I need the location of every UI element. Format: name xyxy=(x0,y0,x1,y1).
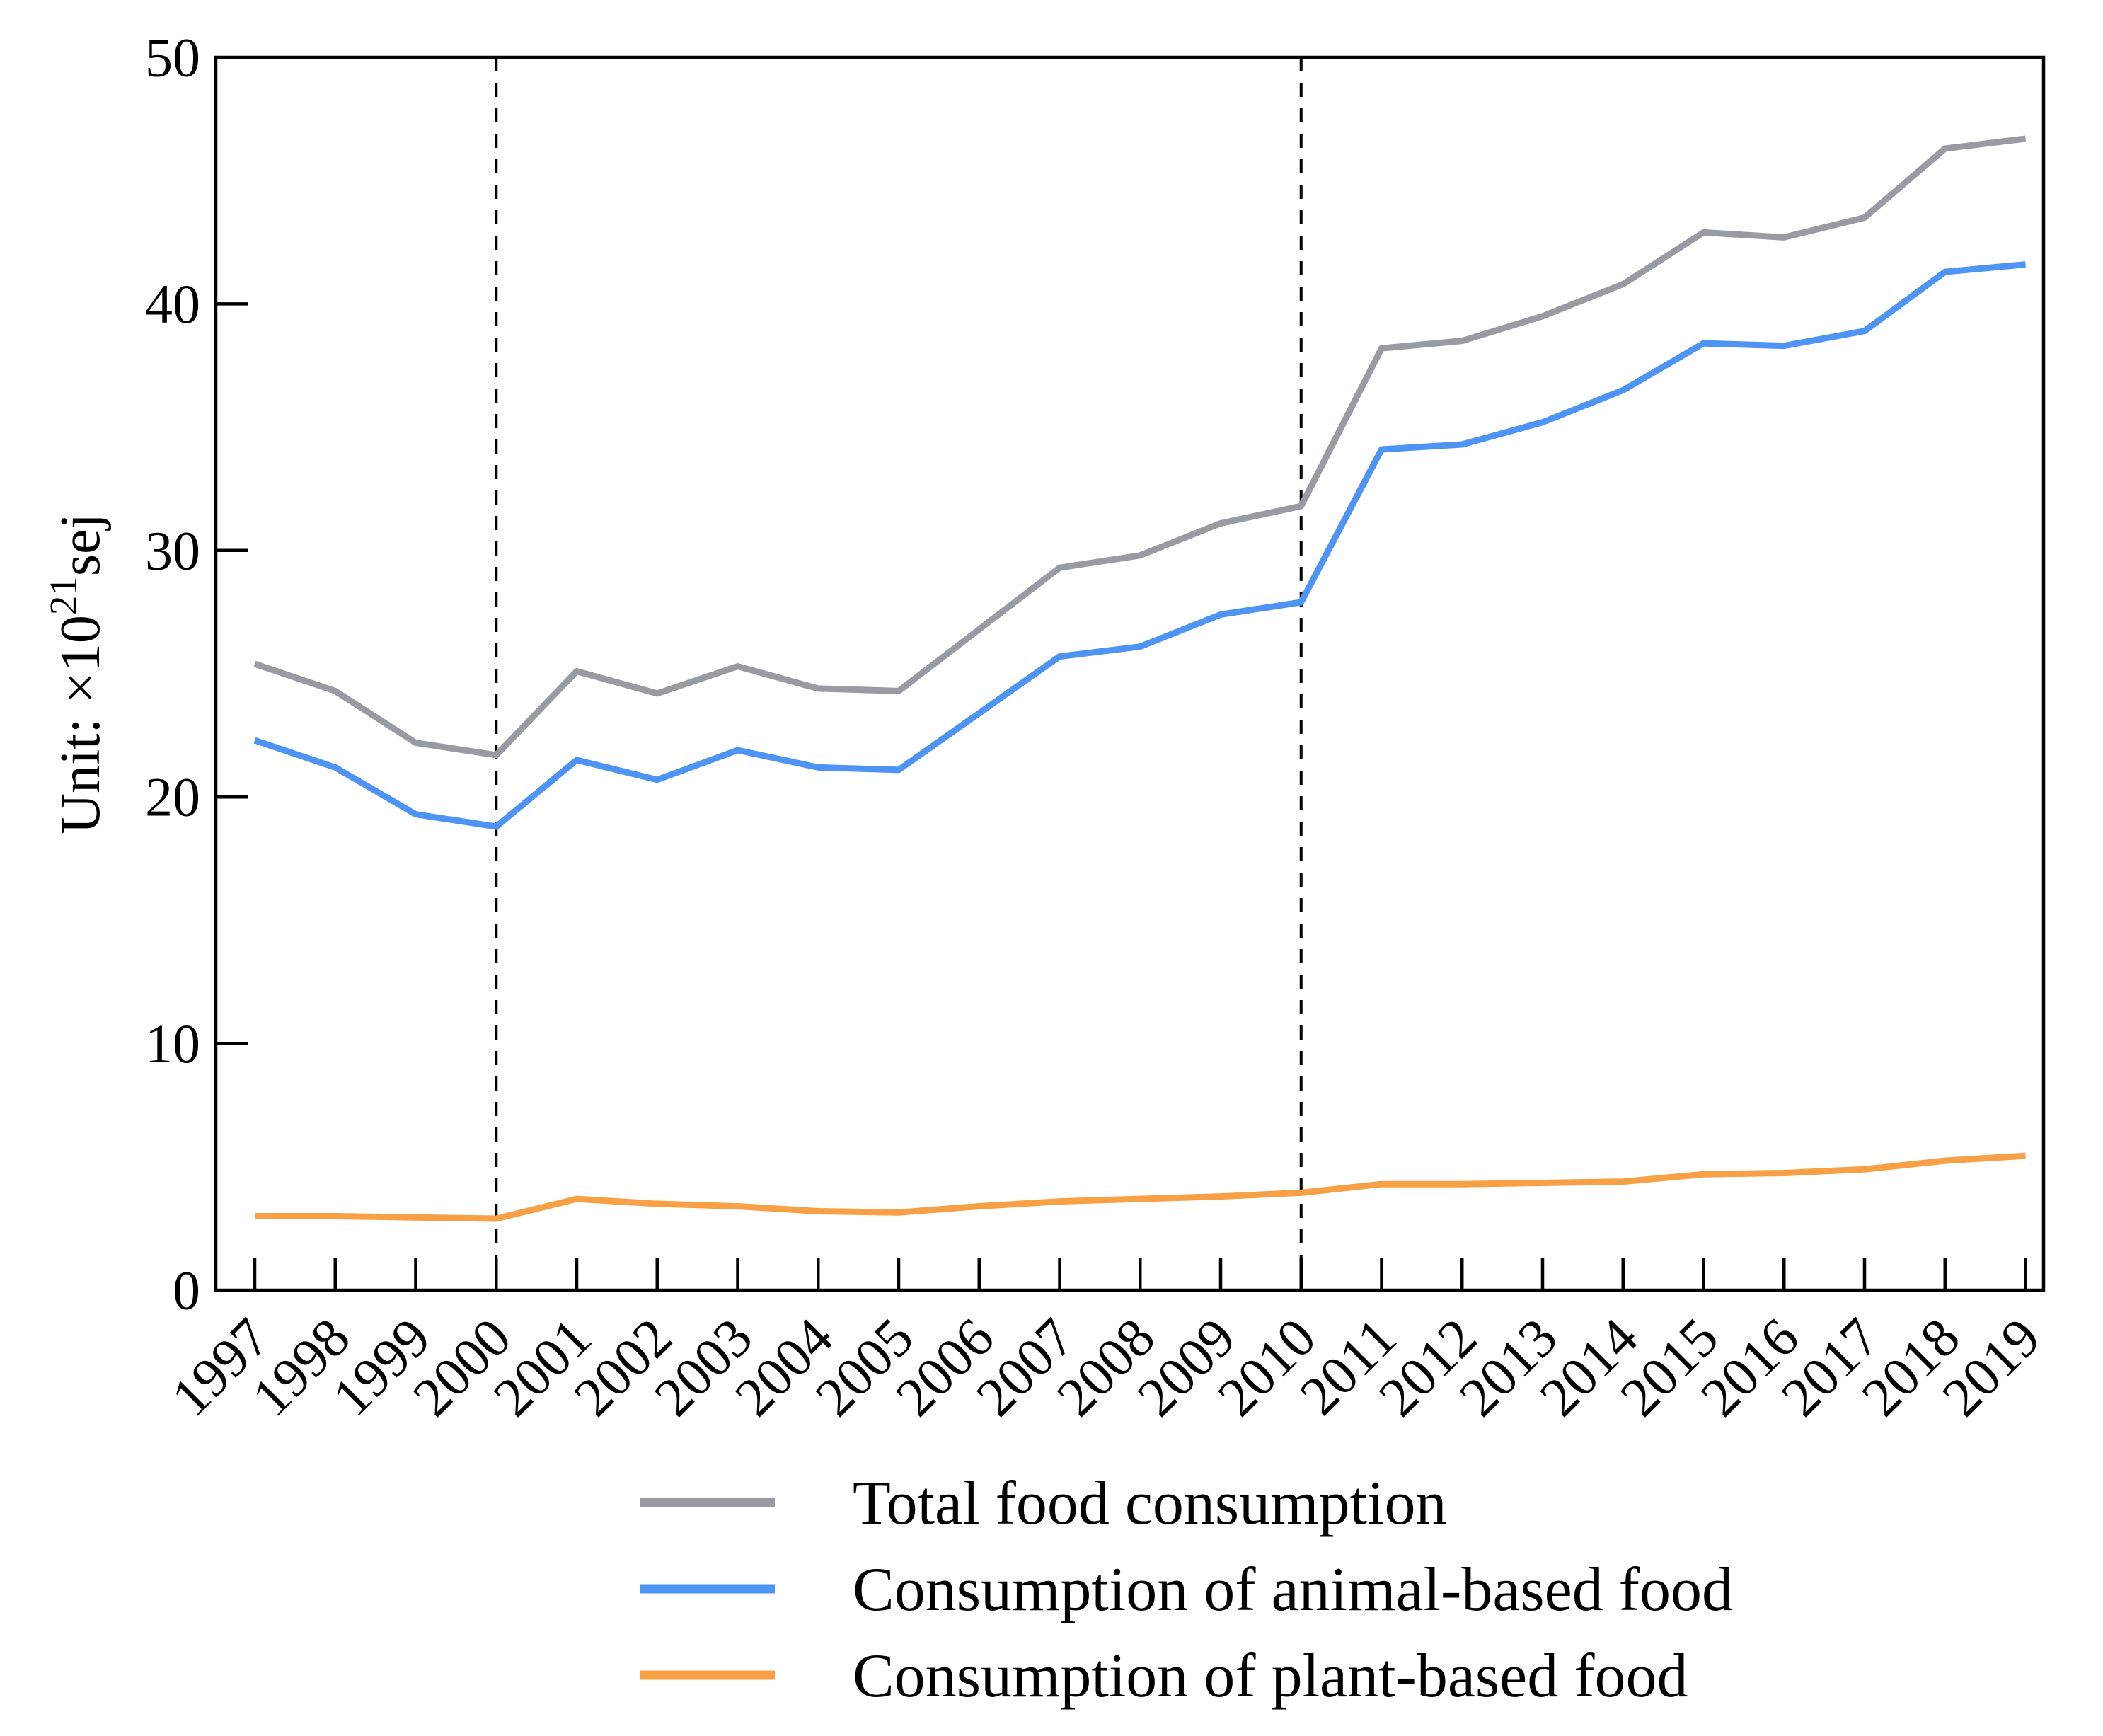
plot-frame xyxy=(214,55,2046,1292)
unit-superscript: 21 xyxy=(42,576,85,615)
unit-prefix: Unit: ×10 xyxy=(50,615,112,834)
x-tick-label: 2019 xyxy=(1930,1306,2052,1428)
y-axis-ticks xyxy=(216,302,248,1045)
x-axis-ticks xyxy=(253,1258,2027,1290)
series-line-consumption-of-animal-based-food xyxy=(253,261,2026,830)
unit-suffix: sej xyxy=(50,513,112,576)
y-tick-label: 10 xyxy=(145,1013,200,1074)
y-tick-label: 50 xyxy=(145,27,200,88)
y-tick-label: 30 xyxy=(145,519,200,581)
y-tick-label: 40 xyxy=(145,273,200,335)
y-axis-title: Unit: ×1021sej xyxy=(42,513,112,834)
x-axis-labels: 1997199819992000200120022003200420052006… xyxy=(159,1306,2051,1428)
y-tick-label: 20 xyxy=(145,766,200,828)
legend-label: Consumption of animal-based food xyxy=(853,1556,1733,1624)
y-tick-label: 0 xyxy=(173,1260,200,1321)
y-axis-unit-label: Unit: ×1021sej xyxy=(42,513,112,834)
series-line-consumption-of-plant-based-food xyxy=(255,1152,2026,1222)
series-line-total-food-consumption xyxy=(253,135,2027,759)
y-axis-labels: 0 10 20 30 40 50 xyxy=(145,27,200,1321)
legend: Total food consumption Consumption of ani… xyxy=(640,1469,1733,1711)
reference-lines xyxy=(495,57,1303,1290)
legend-label: Consumption of plant-based food xyxy=(853,1642,1688,1711)
plot-border xyxy=(214,55,2046,1292)
series-lines xyxy=(253,135,2027,1222)
legend-item: Total food consumption xyxy=(640,1469,1447,1538)
legend-label: Total food consumption xyxy=(853,1469,1447,1538)
legend-item: Consumption of animal-based food xyxy=(640,1556,1733,1624)
legend-item: Consumption of plant-based food xyxy=(640,1642,1688,1711)
